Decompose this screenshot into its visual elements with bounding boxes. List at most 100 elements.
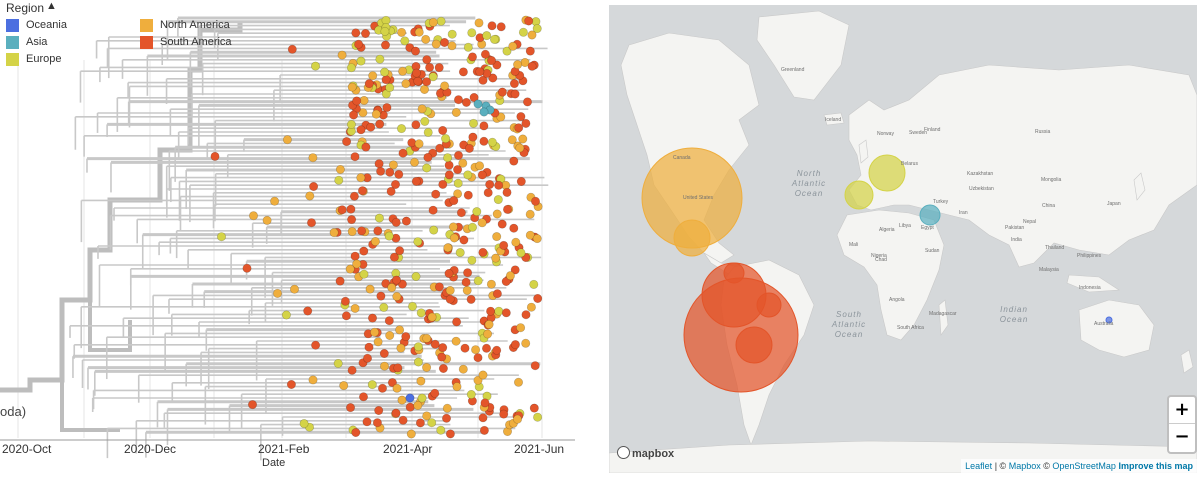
- map-region-circle[interactable]: [844, 180, 874, 210]
- tree-tip: [387, 283, 397, 293]
- tree-tip: [347, 365, 357, 375]
- zoom-control: + −: [1167, 395, 1197, 454]
- tree-tip: [249, 211, 259, 221]
- tree-tip: [461, 277, 471, 287]
- tree-tip: [480, 49, 490, 59]
- tree-tip: [440, 81, 450, 91]
- tree-tip: [493, 195, 503, 205]
- tree-tip: [366, 122, 376, 132]
- tree-tip: [478, 247, 488, 257]
- tree-tip: [398, 148, 408, 158]
- tree-tip: [386, 186, 396, 196]
- map-region-circle[interactable]: [868, 154, 906, 192]
- axis-tick-label: 2021-Feb: [258, 442, 310, 456]
- map-place-label: Turkey: [933, 199, 949, 205]
- tree-tip: [398, 415, 408, 425]
- zoom-out-button[interactable]: −: [1174, 426, 1190, 447]
- tree-tip: [217, 232, 227, 242]
- tree-tip: [472, 207, 482, 217]
- map-place-label: Greenland: [781, 67, 805, 73]
- tree-tip: [397, 279, 407, 289]
- tree-tip: [441, 134, 451, 144]
- tree-tip: [436, 425, 446, 435]
- attribution-separator: ©: [1043, 461, 1050, 471]
- tree-tip: [444, 268, 454, 278]
- improve-map-link[interactable]: Improve this map: [1118, 461, 1193, 471]
- tree-tip: [462, 285, 472, 295]
- tree-tip: [452, 317, 462, 327]
- tree-tip: [533, 412, 543, 422]
- phylogenetic-tree-panel[interactable]: Region ▲ Oceania Asia Europe North Ameri…: [0, 0, 590, 478]
- leaflet-link[interactable]: Leaflet: [965, 461, 993, 471]
- tree-tip: [428, 17, 438, 27]
- tree-tip: [480, 398, 490, 408]
- osm-link[interactable]: OpenStreetMap: [1052, 461, 1116, 471]
- map-place-label: Thailand: [1045, 245, 1065, 251]
- tree-tip: [499, 240, 509, 250]
- map-place-label: Russia: [1035, 129, 1051, 135]
- legend-swatch: [6, 53, 19, 66]
- tree-tip: [530, 361, 540, 371]
- tree-tip: [349, 110, 359, 120]
- map-region-circle[interactable]: [673, 219, 711, 257]
- indonesia-land: [1066, 274, 1120, 293]
- tree-tip: [411, 176, 421, 186]
- tree-tip: [358, 392, 368, 402]
- tree-tip: [380, 40, 390, 50]
- mapbox-link[interactable]: Mapbox: [1008, 461, 1041, 471]
- mapbox-logo[interactable]: mapbox: [617, 446, 674, 460]
- tree-tip: [392, 291, 402, 301]
- tree-tip: [359, 269, 369, 279]
- map-place-label: Indonesia: [1079, 285, 1101, 291]
- tree-tip: [449, 233, 459, 243]
- tree-tip: [360, 28, 370, 38]
- tree-tip: [425, 62, 435, 72]
- map-place-label: Pakistan: [1005, 225, 1025, 231]
- tree-tip: [464, 143, 474, 153]
- tree-tip: [367, 313, 377, 323]
- chevron-up-icon[interactable]: ▲: [46, 0, 57, 12]
- tree-tip: [438, 126, 448, 136]
- map-region-circle[interactable]: [919, 204, 941, 226]
- tree-tip: [401, 216, 411, 226]
- tree-tip: [385, 167, 395, 177]
- tree-tip: [419, 85, 429, 95]
- tree-tip: [356, 125, 366, 135]
- tree-tip: [509, 223, 519, 233]
- tree-tip: [416, 308, 426, 318]
- tree-tip: [438, 363, 448, 373]
- tree-tip: [518, 134, 528, 144]
- tree-tip: [413, 400, 423, 410]
- map-panel[interactable]: North Atlantic Ocean South Atlantic Ocean In…: [609, 5, 1197, 473]
- tree-tip: [511, 237, 521, 247]
- tree-tip: [394, 169, 404, 179]
- tree-tip: [417, 393, 427, 403]
- tree-tip: [335, 276, 345, 286]
- tree-tip: [405, 393, 415, 403]
- map-place-label: China: [1042, 203, 1056, 209]
- tree-tip: [375, 119, 385, 129]
- map-region-circle[interactable]: [1105, 316, 1113, 324]
- tree-tip: [475, 67, 485, 77]
- tree-tip: [368, 71, 378, 81]
- tree-tip: [502, 187, 512, 197]
- tree-tip: [526, 302, 536, 312]
- world-map[interactable]: [609, 5, 1197, 473]
- zoom-in-button[interactable]: +: [1169, 397, 1195, 424]
- tree-tip: [501, 276, 511, 286]
- tree-tip: [422, 411, 432, 421]
- greenland-land: [756, 10, 850, 101]
- tree-tip: [397, 27, 407, 37]
- tree-tip: [358, 108, 368, 118]
- axis-title: Date: [262, 457, 286, 469]
- tree-tip: [512, 414, 522, 424]
- tree-canvas[interactable]: [0, 0, 590, 478]
- tree-tip: [494, 180, 504, 190]
- legend-title[interactable]: Region: [6, 1, 45, 15]
- tree-tip: [413, 342, 423, 352]
- tree-branch: [60, 380, 120, 432]
- tree-tip: [479, 121, 489, 131]
- tree-tip: [483, 188, 493, 198]
- map-region-circle[interactable]: [735, 326, 773, 364]
- tree-tip: [422, 77, 432, 87]
